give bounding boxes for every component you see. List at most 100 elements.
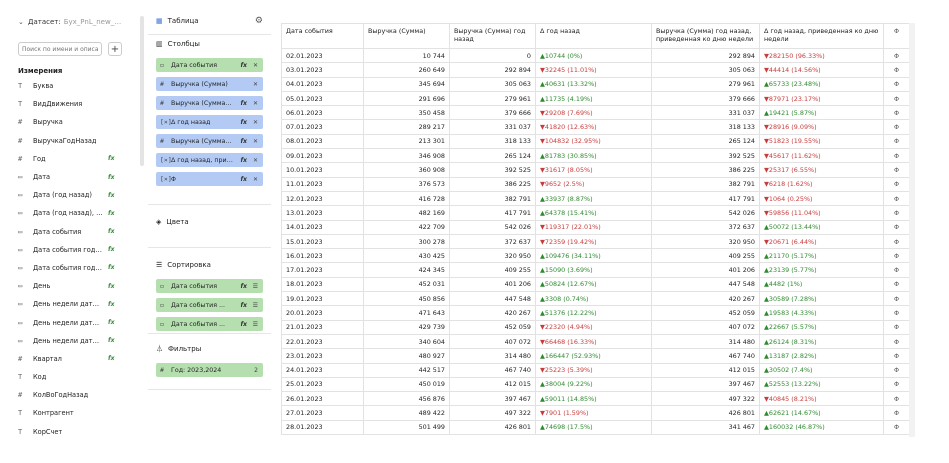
column-header[interactable]: Выручка (Сумма) [363,23,450,49]
field-chip[interactable]: # Год: 2023,2024 2 [156,363,263,377]
field-item[interactable]: T КорСчет [18,423,144,440]
number-type-icon: # [18,391,23,400]
arrow-down-icon: ▼ [540,108,545,117]
delta-value: 160032 (46.87%) [768,423,825,432]
delta-value: 64378 (15.41%) [544,208,597,217]
close-icon[interactable]: ✕ [252,156,258,164]
revenue-cell: 442 517 [363,362,450,378]
info-cell: Φ [883,276,909,293]
field-chip[interactable]: [×] Δ год назад fx ✕ [156,115,263,129]
revenue-prev-year-cell: 320 950 [449,248,536,264]
field-chip[interactable]: # Выручка (Сумма) г... fx ✕ [156,134,263,148]
revenue-prev-year-weekday-cell: 452 059 [651,305,760,321]
column-header[interactable]: Δ год назад [535,23,652,49]
add-field-button[interactable]: + [108,42,122,56]
field-item[interactable]: ▭ Дата fx [18,168,144,186]
revenue-prev-year-cell: 467 740 [449,362,536,378]
revenue-cell: 430 425 [363,248,450,264]
field-chip[interactable]: ▭ Дата события fx ✕ [156,58,263,72]
column-header[interactable]: Выручка (Сумма) год назад, приведенная к… [651,23,760,49]
table-row: 14.01.2023 422 709 542 026 ▼119317 (22.01%)… [281,219,909,235]
field-item[interactable]: ▭ День недели даты с... fx [18,313,144,331]
delta-weekday-cell: ▲30589 (7.28%) [759,291,884,307]
sort-direction-icon[interactable]: ☰ [252,320,258,328]
arrow-up-icon: ▲ [764,223,769,232]
field-search-input[interactable] [18,42,102,56]
field-label: Дата события год на... [33,245,103,254]
delta-value: 28916 (9.09%) [768,123,817,132]
field-item[interactable]: ▭ День недели даты с... fx [18,332,144,350]
column-header[interactable]: Φ [883,23,909,49]
delta-value: 29208 (7.69%) [544,108,593,117]
revenue-prev-year-weekday-cell: 407 072 [651,319,760,335]
delta-weekday-cell: ▼59856 (11.04%) [759,205,884,221]
arrow-up-icon: ▲ [540,351,545,360]
table-row: 13.01.2023 482 169 417 791 ▲64378 (15.41%) 5… [281,205,909,221]
sort-direction-icon[interactable]: ☰ [252,282,258,290]
field-item[interactable]: # Выручка [18,113,144,131]
field-label: Контрагент [33,409,74,418]
field-item[interactable]: T ВидДвижения [18,95,144,113]
field-item[interactable]: ▭ День fx [18,277,144,295]
table-scrollbar[interactable] [909,23,915,437]
column-header[interactable]: Δ год назад, приведенная ко дню недели [759,23,884,49]
field-item[interactable]: T Контрагент [18,404,144,422]
arrow-up-icon: ▲ [764,351,769,360]
arrow-down-icon: ▼ [764,237,769,246]
colors-head[interactable]: ◈ Цвета [156,213,263,231]
field-item[interactable]: ▭ День недели даты с... fx [18,295,144,313]
close-icon[interactable]: ✕ [252,99,258,107]
dataset-header[interactable]: ⌄ Датасет: Бух_PnL_new_de... [18,12,144,32]
field-item[interactable]: ▭ Дата события год на... fx [18,241,144,259]
field-chip[interactable]: ▭ Дата события fx ☰ [156,279,263,293]
date-cell: 24.01.2023 [281,362,364,378]
number-type-icon: # [160,137,164,145]
field-label: ВыручкаГодНазад [33,136,97,145]
chevron-down-icon[interactable]: ⌄ [18,18,24,26]
sort-direction-icon[interactable]: ☰ [252,301,258,309]
field-chip[interactable]: # Выручка (Сумма) ✕ [156,77,263,91]
close-icon[interactable]: ✕ [252,61,258,69]
field-item[interactable]: # ВыручкаГодНазад [18,132,144,150]
field-chip[interactable]: # Выручка (Сумма) г... fx ✕ [156,96,263,110]
field-item[interactable]: ▭ Дата события год на... fx [18,259,144,277]
field-item[interactable]: T Буква [18,77,144,95]
gear-icon[interactable]: ⚙ [254,16,263,26]
delta-value: 22667 (5.57%) [768,323,817,332]
info-cell: Φ [883,105,909,121]
arrow-up-icon: ▲ [764,294,769,303]
dataset-name[interactable]: Бух_PnL_new_de... [63,18,124,26]
column-header[interactable]: Выручка (Сумма) год назад [449,23,536,49]
field-item[interactable]: ▭ Дата (год назад) fx [18,186,144,204]
close-icon[interactable]: ✕ [252,175,258,183]
revenue-prev-year-weekday-cell: 386 225 [651,162,760,178]
arrow-down-icon: ▼ [540,123,545,132]
close-icon[interactable]: ✕ [252,118,258,126]
formula-icon: fx [240,137,247,145]
number-type-icon: # [18,154,23,163]
columns-head: ▥ Столбцы [156,35,263,53]
field-list-scrollbar[interactable] [140,16,144,166]
revenue-cell: 456 876 [363,391,450,407]
field-chip[interactable]: ▭ Дата события ... fx ☰ [156,317,263,331]
close-icon[interactable]: ✕ [252,137,258,145]
viz-type-selector[interactable]: ▦ Таблица ⚙ [156,12,263,30]
delta-cell: ▼7901 (1.59%) [535,405,652,421]
revenue-prev-year-cell: 292 894 [449,62,536,78]
field-chip[interactable]: [×]Δ год назад, приве... fx ✕ [156,153,263,167]
field-item[interactable]: ▭ Дата события fx [18,223,144,241]
field-item[interactable]: # КолВоГодНазад [18,386,144,404]
data-table-container[interactable]: Дата события Выручка (Сумма) Выручка (Сумм… [281,23,909,437]
delta-value: 52553 (13.22%) [768,380,821,389]
field-item[interactable]: # Квартал fx [18,350,144,368]
field-item[interactable]: # Год fx [18,150,144,168]
column-header[interactable]: Дата события [281,23,364,49]
table-row: 21.01.2023 429 739 452 059 ▼22320 (4.94%) 40… [281,319,909,335]
field-item[interactable]: ▭ Дата (год назад), пр... fx [18,204,144,222]
info-cell: Φ [883,362,909,378]
close-icon[interactable]: ✕ [252,80,258,88]
field-item[interactable]: T Код [18,368,144,386]
delta-value: 40631 (13.32%) [544,80,597,89]
field-chip[interactable]: ▭ Дата события ... fx ☰ [156,298,263,312]
